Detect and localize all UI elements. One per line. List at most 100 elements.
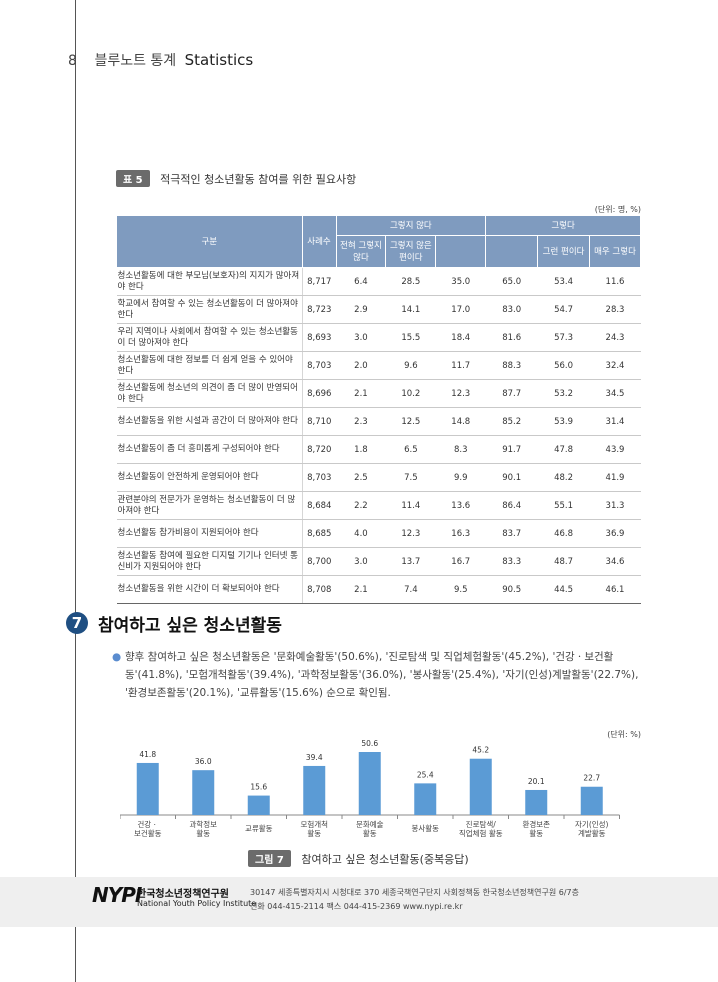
data-label: 41.8 — [139, 750, 156, 759]
cell-value: 90.1 — [485, 463, 538, 492]
row-label: 학교에서 참여할 수 있는 청소년활동이 더 많아져야 한다 — [116, 295, 303, 324]
category-label: 모험개척 — [300, 819, 328, 829]
chart-unit: (단위: %) — [607, 730, 641, 739]
cell-value: 18.4 — [435, 323, 486, 352]
bar — [414, 783, 437, 815]
summary-text: 향후 참여하고 싶은 청소년활동은 '문화예술활동'(50.6%), '진로탐색… — [125, 651, 639, 699]
category-label: 활동 — [529, 828, 543, 838]
category-label: 보건활동 — [134, 828, 162, 838]
cell-value: 28.5 — [385, 267, 436, 296]
row-label: 청소년활동이 안전하게 운영되어야 한다 — [116, 463, 303, 492]
cell-value: 8,720 — [301, 435, 336, 464]
data-label: 15.6 — [250, 783, 267, 792]
cell-value: 2.1 — [336, 379, 386, 408]
cell-value: 8,700 — [301, 547, 336, 576]
cell-value: 31.3 — [589, 491, 641, 520]
table-row: 청소년활동에 청소년의 의견이 좀 더 많이 반영되어야 한다 8,696 2.1 1… — [116, 379, 641, 408]
table-title: 적극적인 청소년활동 참여를 위한 필요사항 — [160, 173, 357, 186]
header-yes-group: 그렇다 — [485, 215, 641, 236]
bar — [580, 786, 603, 815]
cell-value: 15.5 — [385, 323, 436, 352]
table-badge: 표 5 — [116, 170, 150, 187]
cell-value: 85.2 — [485, 407, 538, 436]
cell-value: 57.3 — [537, 323, 590, 352]
header-no-sub2: 그렇지 않은 편이다 — [385, 235, 437, 268]
cell-value: 12.3 — [385, 519, 436, 548]
cell-value: 53.9 — [537, 407, 590, 436]
category-label: 활동 — [196, 828, 210, 838]
cell-value: 9.9 — [435, 463, 486, 492]
figure-title: 참여하고 싶은 청소년활동(중복응답) — [301, 853, 469, 866]
cell-value: 88.3 — [485, 351, 538, 380]
row-label: 청소년활동에 대한 부모님(보호자)의 지지가 많아져야 한다 — [116, 267, 303, 296]
cell-value: 46.1 — [589, 575, 641, 604]
data-label: 22.7 — [583, 774, 600, 783]
table-unit: (단위: 명, %) — [594, 205, 641, 214]
cell-value: 12.3 — [435, 379, 486, 408]
category-label: 과학정보 — [189, 819, 217, 829]
row-label: 청소년활동을 위한 시간이 더 확보되어야 한다 — [116, 575, 303, 604]
cell-value: 34.6 — [589, 547, 641, 576]
bar — [136, 762, 159, 815]
row-label: 관련분야의 전문가가 운영하는 청소년활동이 더 많아져야 한다 — [116, 491, 303, 520]
section-number: 7 — [66, 612, 88, 634]
data-label: 36.0 — [195, 757, 212, 766]
cell-value: 91.7 — [485, 435, 538, 464]
cell-value: 10.2 — [385, 379, 436, 408]
cell-value: 2.0 — [336, 351, 386, 380]
cell-value: 8,703 — [301, 463, 336, 492]
table-row: 청소년활동 참여에 필요한 디지털 기기나 인터넷 통신비가 지원되어야 한다 8… — [116, 547, 641, 576]
cell-value: 53.2 — [537, 379, 590, 408]
row-label: 청소년활동이 좀 더 흥미롭게 구성되어야 한다 — [116, 435, 303, 464]
cell-value: 55.1 — [537, 491, 590, 520]
bullet-icon: ● — [112, 651, 122, 663]
category-label: 자기(인성) — [575, 819, 609, 829]
category-label: 진로탐색/ — [466, 819, 497, 829]
table-row: 우리 지역이나 사회에서 참여할 수 있는 청소년활동이 더 많아져야 한다 8,… — [116, 323, 641, 352]
table-row: 청소년활동에 대한 정보를 더 쉽게 얻을 수 있어야 한다 8,703 2.0 9.… — [116, 351, 641, 380]
figure-badge: 그림 7 — [248, 850, 291, 867]
cell-value: 31.4 — [589, 407, 641, 436]
cell-value: 16.7 — [435, 547, 486, 576]
data-label: 25.4 — [417, 770, 434, 779]
row-label: 청소년활동 참여에 필요한 디지털 기기나 인터넷 통신비가 지원되어야 한다 — [116, 547, 303, 576]
category-label: 활동 — [307, 828, 321, 838]
row-label: 청소년활동 참가비용이 지원되어야 한다 — [116, 519, 303, 548]
logo-org-kor: 한국청소년정책연구원 — [137, 889, 229, 900]
cell-value: 47.8 — [537, 435, 590, 464]
running-header: 8 블루노트 통계 Statistics — [68, 50, 253, 70]
bar — [469, 758, 492, 815]
cell-value: 3.0 — [336, 547, 386, 576]
table-row: 청소년활동이 안전하게 운영되어야 한다 8,703 2.5 7.5 9.9 90.1 48… — [116, 463, 641, 492]
cell-value: 46.8 — [537, 519, 590, 548]
cell-value: 2.2 — [336, 491, 386, 520]
table-row: 관련분야의 전문가가 운영하는 청소년활동이 더 많아져야 한다 8,684 2.2… — [116, 491, 641, 520]
publication-title: 블루노트 통계 — [94, 53, 177, 69]
cell-value: 83.0 — [485, 295, 538, 324]
cell-value: 16.3 — [435, 519, 486, 548]
cell-value: 81.6 — [485, 323, 538, 352]
cell-value: 54.7 — [537, 295, 590, 324]
cell-value: 8,693 — [301, 323, 336, 352]
figure-caption: 그림 7 참여하고 싶은 청소년활동(중복응답) — [248, 850, 469, 867]
footer-address: 30147 세종특별자치시 시청대로 370 세종국책연구단지 사회정책동 한국… — [250, 886, 579, 914]
cell-value: 90.5 — [485, 575, 538, 604]
cell-value: 2.1 — [336, 575, 386, 604]
cell-value: 4.0 — [336, 519, 386, 548]
header-no-group: 그렇지 않다 — [335, 215, 487, 236]
table-row: 청소년활동을 위한 시설과 공간이 더 많아져야 한다 8,710 2.3 12.5 1… — [116, 407, 641, 436]
address-line: 30147 세종특별자치시 시청대로 370 세종국책연구단지 사회정책동 한국… — [250, 888, 579, 897]
cell-value: 3.0 — [336, 323, 386, 352]
section-title: 참여하고 싶은 청소년활동 — [98, 616, 282, 636]
bar — [247, 795, 270, 815]
cell-value: 13.7 — [385, 547, 436, 576]
cell-value: 41.9 — [589, 463, 641, 492]
bar-chart: 41.8 건강ㆍ보건활동 36.0 과학정보활동 15.6 교류활동 39.4 모험개척활동 5… — [120, 740, 620, 838]
institute-logo: NYPI 한국청소년정책연구원 National Youth Policy In… — [92, 883, 256, 908]
cell-value: 32.4 — [589, 351, 641, 380]
cell-value: 34.5 — [589, 379, 641, 408]
data-label: 50.6 — [361, 740, 378, 748]
cell-value: 11.4 — [385, 491, 436, 520]
header-yes-sub2: 매우 그렇다 — [589, 235, 641, 268]
cell-value: 36.9 — [589, 519, 641, 548]
